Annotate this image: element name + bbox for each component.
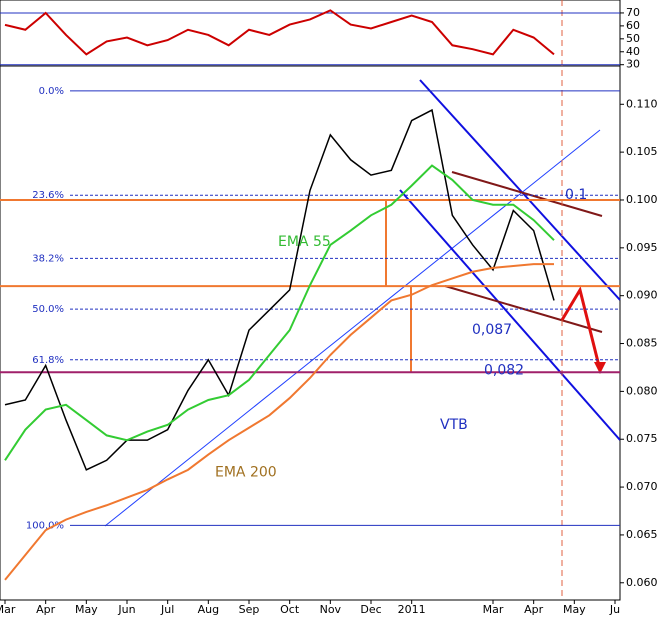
x-tick-label: 2011 <box>398 603 426 616</box>
y-tick-label: 0.100 <box>626 193 658 206</box>
y-tick-label: 0.070 <box>626 480 658 493</box>
channel-lower <box>399 189 621 441</box>
y-tick-label: 0.075 <box>626 432 658 445</box>
fib-label: 0.0% <box>39 86 64 97</box>
y-tick-label: 0.105 <box>626 145 658 158</box>
annotation: 0.1 <box>565 187 587 203</box>
x-tick-label: Ju <box>609 603 620 616</box>
fib-label: 23.6% <box>32 190 64 201</box>
y-tick-label: 0.110 <box>626 97 658 110</box>
x-tick-label: Apr <box>36 603 56 616</box>
y-tick-label: 0.085 <box>626 337 658 350</box>
y-tick-label: 0.095 <box>626 241 658 254</box>
annotation: 0,082 <box>484 362 524 378</box>
x-tick-label: Sep <box>239 603 260 616</box>
y-tick-label: 0.080 <box>626 384 658 397</box>
x-tick-label: Mar <box>0 603 16 616</box>
fib-label: 38.2% <box>32 253 64 264</box>
plot-frame <box>0 0 621 601</box>
arrow-head <box>594 362 606 374</box>
forecast-arrow <box>560 286 602 371</box>
channel-upper <box>419 79 621 301</box>
series-line <box>4 108 555 471</box>
x-tick-label: May <box>563 603 586 616</box>
x-tick-label: Dec <box>360 603 381 616</box>
y-tick-label: 40 <box>626 45 640 58</box>
series-line <box>4 164 555 461</box>
annotation: VTB <box>440 417 468 433</box>
y-tick-label: 50 <box>626 32 640 45</box>
wedge-lower <box>444 285 603 333</box>
y-tick-label: 60 <box>626 19 640 32</box>
x-tick-label: Jul <box>160 603 174 616</box>
y-tick-label: 0.090 <box>626 289 658 302</box>
x-tick-label: May <box>75 603 98 616</box>
fib-label: 61.8% <box>32 355 64 366</box>
x-tick-label: Apr <box>524 603 544 616</box>
annotation: EMA 200 <box>215 465 277 481</box>
annotation: 0,087 <box>472 322 512 338</box>
y-tick-label: 30 <box>626 58 640 71</box>
support-line <box>104 129 601 527</box>
annotation: EMA 55 <box>278 234 331 250</box>
series-line <box>4 263 554 581</box>
x-tick-label: Aug <box>198 603 219 616</box>
y-tick-label: 0.065 <box>626 528 658 541</box>
fib-label: 100.0% <box>26 520 64 531</box>
fib-label: 50.0% <box>32 304 64 315</box>
x-tick-label: Nov <box>320 603 342 616</box>
trend-lines <box>104 0 621 600</box>
x-tick-label: Jun <box>117 603 135 616</box>
y-tick-label: 70 <box>626 6 640 19</box>
x-tick-label: Mar <box>483 603 504 616</box>
wedge-upper <box>451 171 603 217</box>
x-tick-label: Oct <box>280 603 300 616</box>
y-tick-label: 0.060 <box>626 576 658 589</box>
series-line <box>4 9 555 56</box>
